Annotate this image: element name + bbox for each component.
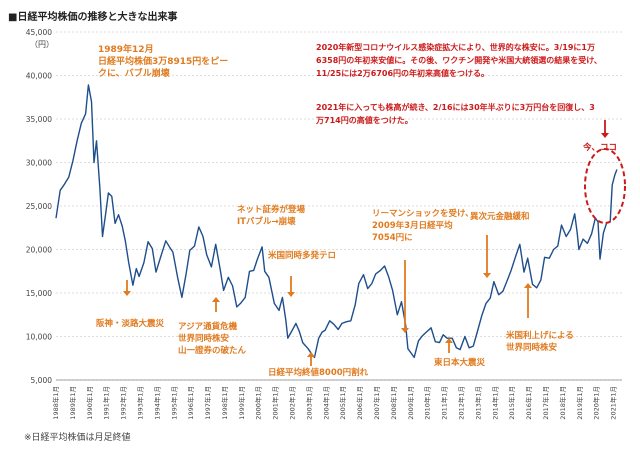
y-tick-label: 25,000 <box>26 202 52 211</box>
x-tick-label: 2001年1月 <box>271 386 280 420</box>
x-tick-label: 2018年1月 <box>558 386 567 420</box>
y-tick-label: 45,000 <box>26 28 52 37</box>
y-axis-label: （円） <box>30 40 54 49</box>
y-tick-label: 5,000 <box>31 376 53 385</box>
x-tick-label: 1996年1月 <box>186 386 195 420</box>
annotation-text: リーマンショックを受け、 2009年3月日経平均 7054円に <box>372 208 474 243</box>
chart-title: ■日経平均株価の推移と大きな出来事 <box>8 10 177 23</box>
x-tick-label: 2010年1月 <box>423 386 432 420</box>
x-tick-label: 2012年1月 <box>456 386 465 420</box>
annotation-text: アジア通貨危機世界同時株安山一證券の破たん <box>178 321 247 356</box>
x-tick-label: 2008年1月 <box>389 386 398 420</box>
x-tick-label: 1988年1月 <box>51 386 60 420</box>
x-tick-label: 2003年1月 <box>304 386 313 420</box>
annotation-text: 2020年新型コロナウイルス感染症拡大により、世界的な株安に。3/19に1万 63… <box>316 42 602 78</box>
footnote: ※日経平均株価は月足終値 <box>24 431 131 443</box>
y-tick-label: 40,000 <box>26 72 52 81</box>
y-axis: 5,000 10,000 15,000 20,000 25,000 30,000 35,00… <box>26 28 52 385</box>
x-tick-label: 2016年1月 <box>524 386 533 420</box>
x-tick-label: 1997年1月 <box>203 386 212 420</box>
x-tick-label: 1994年1月 <box>152 386 161 420</box>
annotation-arrows <box>123 120 609 366</box>
x-tick-label: 2015年1月 <box>507 386 516 420</box>
x-tick-label: 1995年1月 <box>169 386 178 420</box>
y-tick-label: 35,000 <box>26 115 52 124</box>
annotation-text: 日経平均終値8000円割れ <box>268 367 369 378</box>
annotation-text: ネット証券が登場 ITバブル→崩壊 <box>237 204 306 227</box>
y-tick-label: 30,000 <box>26 159 52 168</box>
gridlines <box>56 31 622 381</box>
x-tick-label: 1991年1月 <box>102 386 111 420</box>
x-tick-label: 2002年1月 <box>288 386 297 420</box>
y-tick-label: 15,000 <box>26 289 52 298</box>
current-highlight-ellipse <box>584 148 626 224</box>
arrow-head <box>601 133 609 138</box>
arrow-head <box>307 352 315 357</box>
annotation-text: 異次元金融緩和 <box>470 211 530 222</box>
x-tick-label: 2021年1月 <box>609 386 618 420</box>
series-line <box>55 84 618 359</box>
x-tick-label: 2013年1月 <box>473 386 482 420</box>
x-tick-label: 1992年1月 <box>119 386 128 420</box>
arrow-head <box>123 291 131 296</box>
annotation-text: 2021年に入っても株高が続き、2/16には30年半ぶりに3万円台を回復し、3 万… <box>315 102 595 125</box>
x-tick-label: 2004年1月 <box>321 386 330 420</box>
annotation-text: 阪神・淡路大震災 <box>96 318 165 329</box>
x-tick-label: 2014年1月 <box>490 386 499 420</box>
x-tick-label: 2011年1月 <box>440 386 449 420</box>
arrow-head <box>524 283 532 288</box>
x-tick-label: 2019年1月 <box>575 386 584 420</box>
annotation-text: 米国同時多発テロ <box>268 250 336 261</box>
x-tick-label: 1998年1月 <box>220 386 229 420</box>
arrow-head <box>483 273 491 278</box>
arrow-head <box>287 292 295 297</box>
annotation-text: 今、ココ <box>582 142 617 153</box>
annotation-text: 1989年12月日経平均株価3万8915円をピークに、バブル崩壊 <box>98 43 228 79</box>
x-tick-label: 2006年1月 <box>355 386 364 420</box>
x-tick-label: 2005年1月 <box>338 386 347 420</box>
series <box>55 84 618 359</box>
arrow-head <box>445 338 453 343</box>
annotation-text: 米国利上げによる世界同時株安 <box>506 330 574 353</box>
x-tick-label: 1990年1月 <box>85 386 94 420</box>
arrow-head <box>401 328 409 333</box>
x-tick-label: 1989年1月 <box>68 386 77 420</box>
y-tick-label: 20,000 <box>26 246 52 255</box>
x-tick-label: 2007年1月 <box>372 386 381 420</box>
x-tick-label: 2017年1月 <box>541 386 550 420</box>
annotations: 1989年12月日経平均株価3万8915円をピークに、バブル崩壊阪神・淡路大震災… <box>96 42 617 378</box>
x-tick-label: 1993年1月 <box>135 386 144 420</box>
annotation-text: 東日本大震災 <box>434 357 486 368</box>
x-tick-label: 1999年1月 <box>237 386 246 420</box>
x-tick-label: 2009年1月 <box>406 386 415 420</box>
x-tick-label: 2020年1月 <box>592 386 601 420</box>
arrow-head <box>212 297 220 302</box>
y-tick-label: 10,000 <box>26 333 52 342</box>
x-axis: 1988年1月 1989年1月 1990年1月 1991年1月 1992年1月 1993年… <box>51 386 618 420</box>
x-tick-label: 2000年1月 <box>254 386 263 420</box>
